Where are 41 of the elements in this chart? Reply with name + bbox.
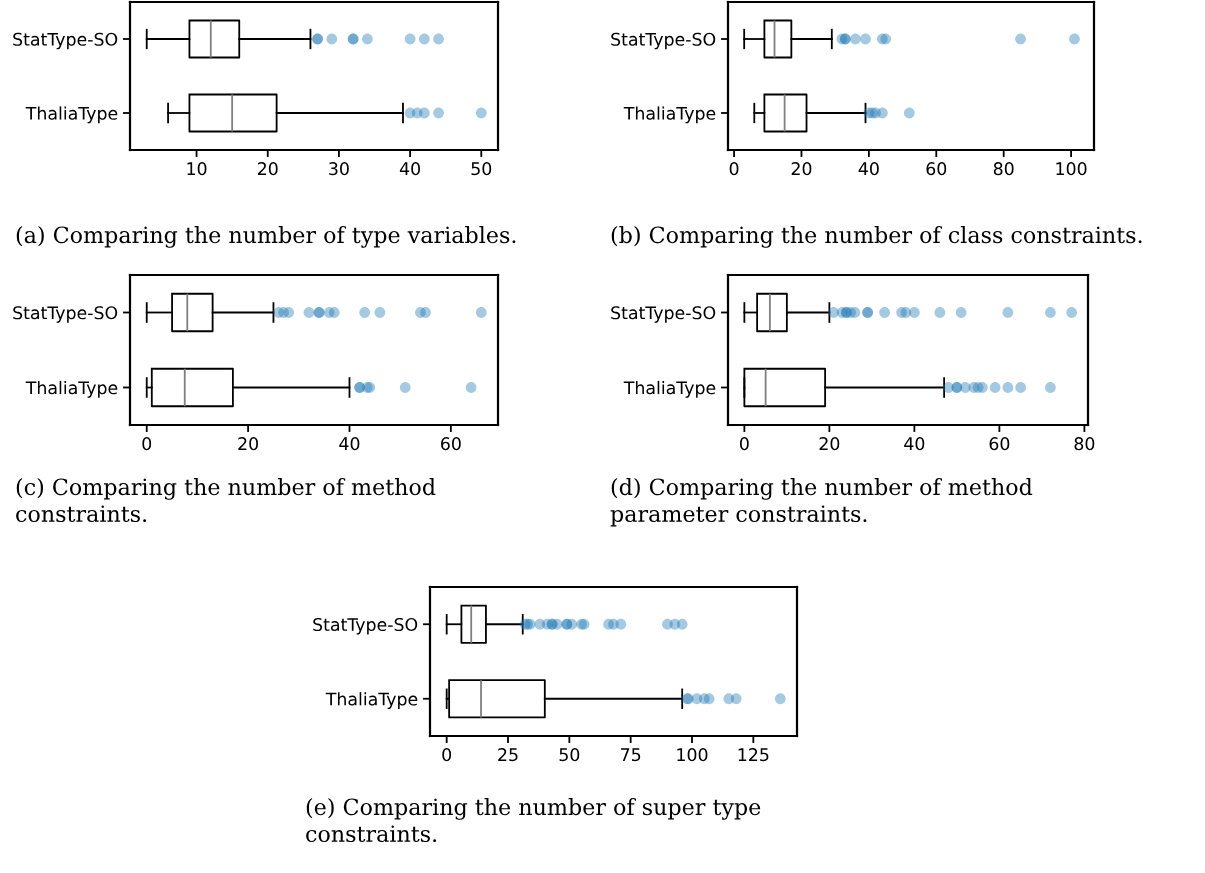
text: (d) Comparing the number of method parameter constraints.: [610, 478, 1033, 527]
y-tick-label: ThaliaType: [623, 106, 716, 124]
x-tick-label: 125: [738, 748, 769, 762]
x-tick-label: 25: [498, 748, 518, 762]
x-tick-label: 100: [677, 748, 708, 762]
y-tick-label: ThaliaType: [25, 106, 118, 124]
y-tick-label: StatType-SO: [13, 32, 118, 50]
y-tick-label: StatType-SO: [611, 306, 716, 323]
x-tick-label: 60: [989, 437, 1010, 451]
x-tick-label: 80: [1074, 437, 1095, 451]
text: (a) Comparing the number of type variables.: [16, 226, 516, 248]
y-tick-label: ThaliaType: [623, 380, 716, 398]
y-tick-label: StatType-SO: [13, 306, 118, 323]
x-tick-label: 40: [339, 437, 360, 451]
x-tick-label: 50: [471, 162, 492, 176]
x-tick-label: 40: [399, 162, 420, 176]
x-tick-label: 60: [926, 162, 947, 176]
x-tick-label: 50: [559, 748, 580, 762]
x-tick-label: 20: [238, 437, 258, 451]
y-tick-label: ThaliaType: [25, 380, 118, 398]
text: (c) Comparing the number of method constraints.: [16, 478, 436, 523]
x-tick-label: 100: [1056, 162, 1087, 176]
x-tick-label: 0: [442, 748, 452, 762]
y-tick-label: StatType-SO: [313, 617, 418, 635]
x-tick-label: 0: [142, 437, 152, 451]
x-tick-label: 80: [993, 162, 1014, 176]
text: (e) Comparing the number of super type constraints.: [306, 798, 761, 843]
x-tick-label: 0: [739, 437, 749, 451]
x-tick-label: 60: [441, 437, 461, 451]
x-tick-label: 10: [187, 162, 207, 176]
y-tick-label: StatType-SO: [611, 32, 716, 50]
x-tick-label: 40: [858, 162, 879, 176]
x-tick-label: 30: [329, 162, 349, 176]
x-tick-label: 40: [904, 437, 925, 451]
x-tick-label: 20: [257, 162, 278, 176]
text: (b) Comparing the number of class constraints.: [611, 226, 1142, 248]
x-tick-label: 20: [791, 162, 812, 176]
y-tick-label: ThaliaType: [325, 692, 418, 709]
x-tick-label: 75: [621, 748, 641, 762]
x-tick-label: 20: [819, 437, 840, 451]
x-tick-label: 0: [729, 162, 739, 176]
